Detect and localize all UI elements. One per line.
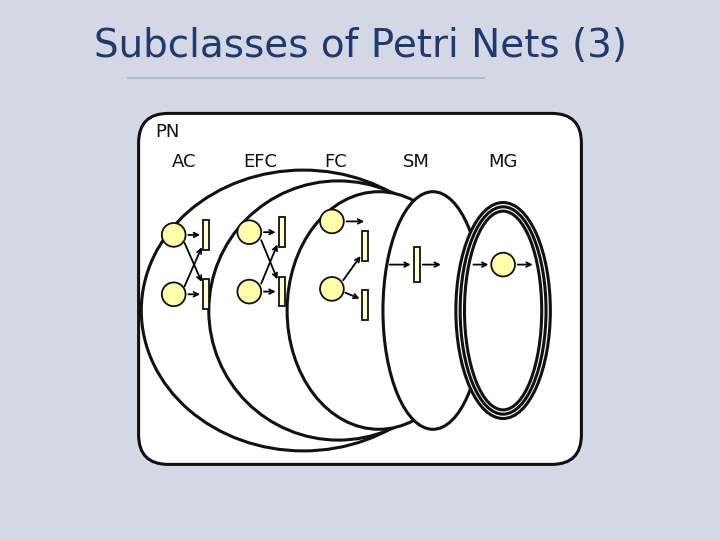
FancyBboxPatch shape — [138, 113, 582, 464]
Ellipse shape — [383, 192, 483, 429]
Bar — [362, 231, 369, 260]
Ellipse shape — [456, 202, 550, 418]
Bar — [203, 280, 209, 309]
Circle shape — [238, 280, 261, 303]
Text: AC: AC — [172, 153, 197, 171]
Text: MG: MG — [488, 153, 518, 171]
Ellipse shape — [141, 170, 465, 451]
Text: SM: SM — [403, 153, 430, 171]
Ellipse shape — [209, 181, 468, 440]
Text: Subclasses of Petri Nets (3): Subclasses of Petri Nets (3) — [94, 27, 626, 65]
Text: PN: PN — [155, 123, 179, 141]
Bar — [279, 276, 284, 306]
Bar — [362, 291, 369, 320]
Text: FC: FC — [324, 153, 347, 171]
Circle shape — [320, 210, 344, 233]
Bar — [414, 247, 420, 282]
Circle shape — [162, 282, 186, 306]
Circle shape — [162, 223, 186, 247]
Bar — [279, 217, 284, 247]
Bar — [203, 220, 209, 249]
Text: EFC: EFC — [243, 153, 277, 171]
Circle shape — [320, 277, 344, 301]
Ellipse shape — [287, 192, 471, 429]
Circle shape — [491, 253, 515, 276]
Circle shape — [238, 220, 261, 244]
